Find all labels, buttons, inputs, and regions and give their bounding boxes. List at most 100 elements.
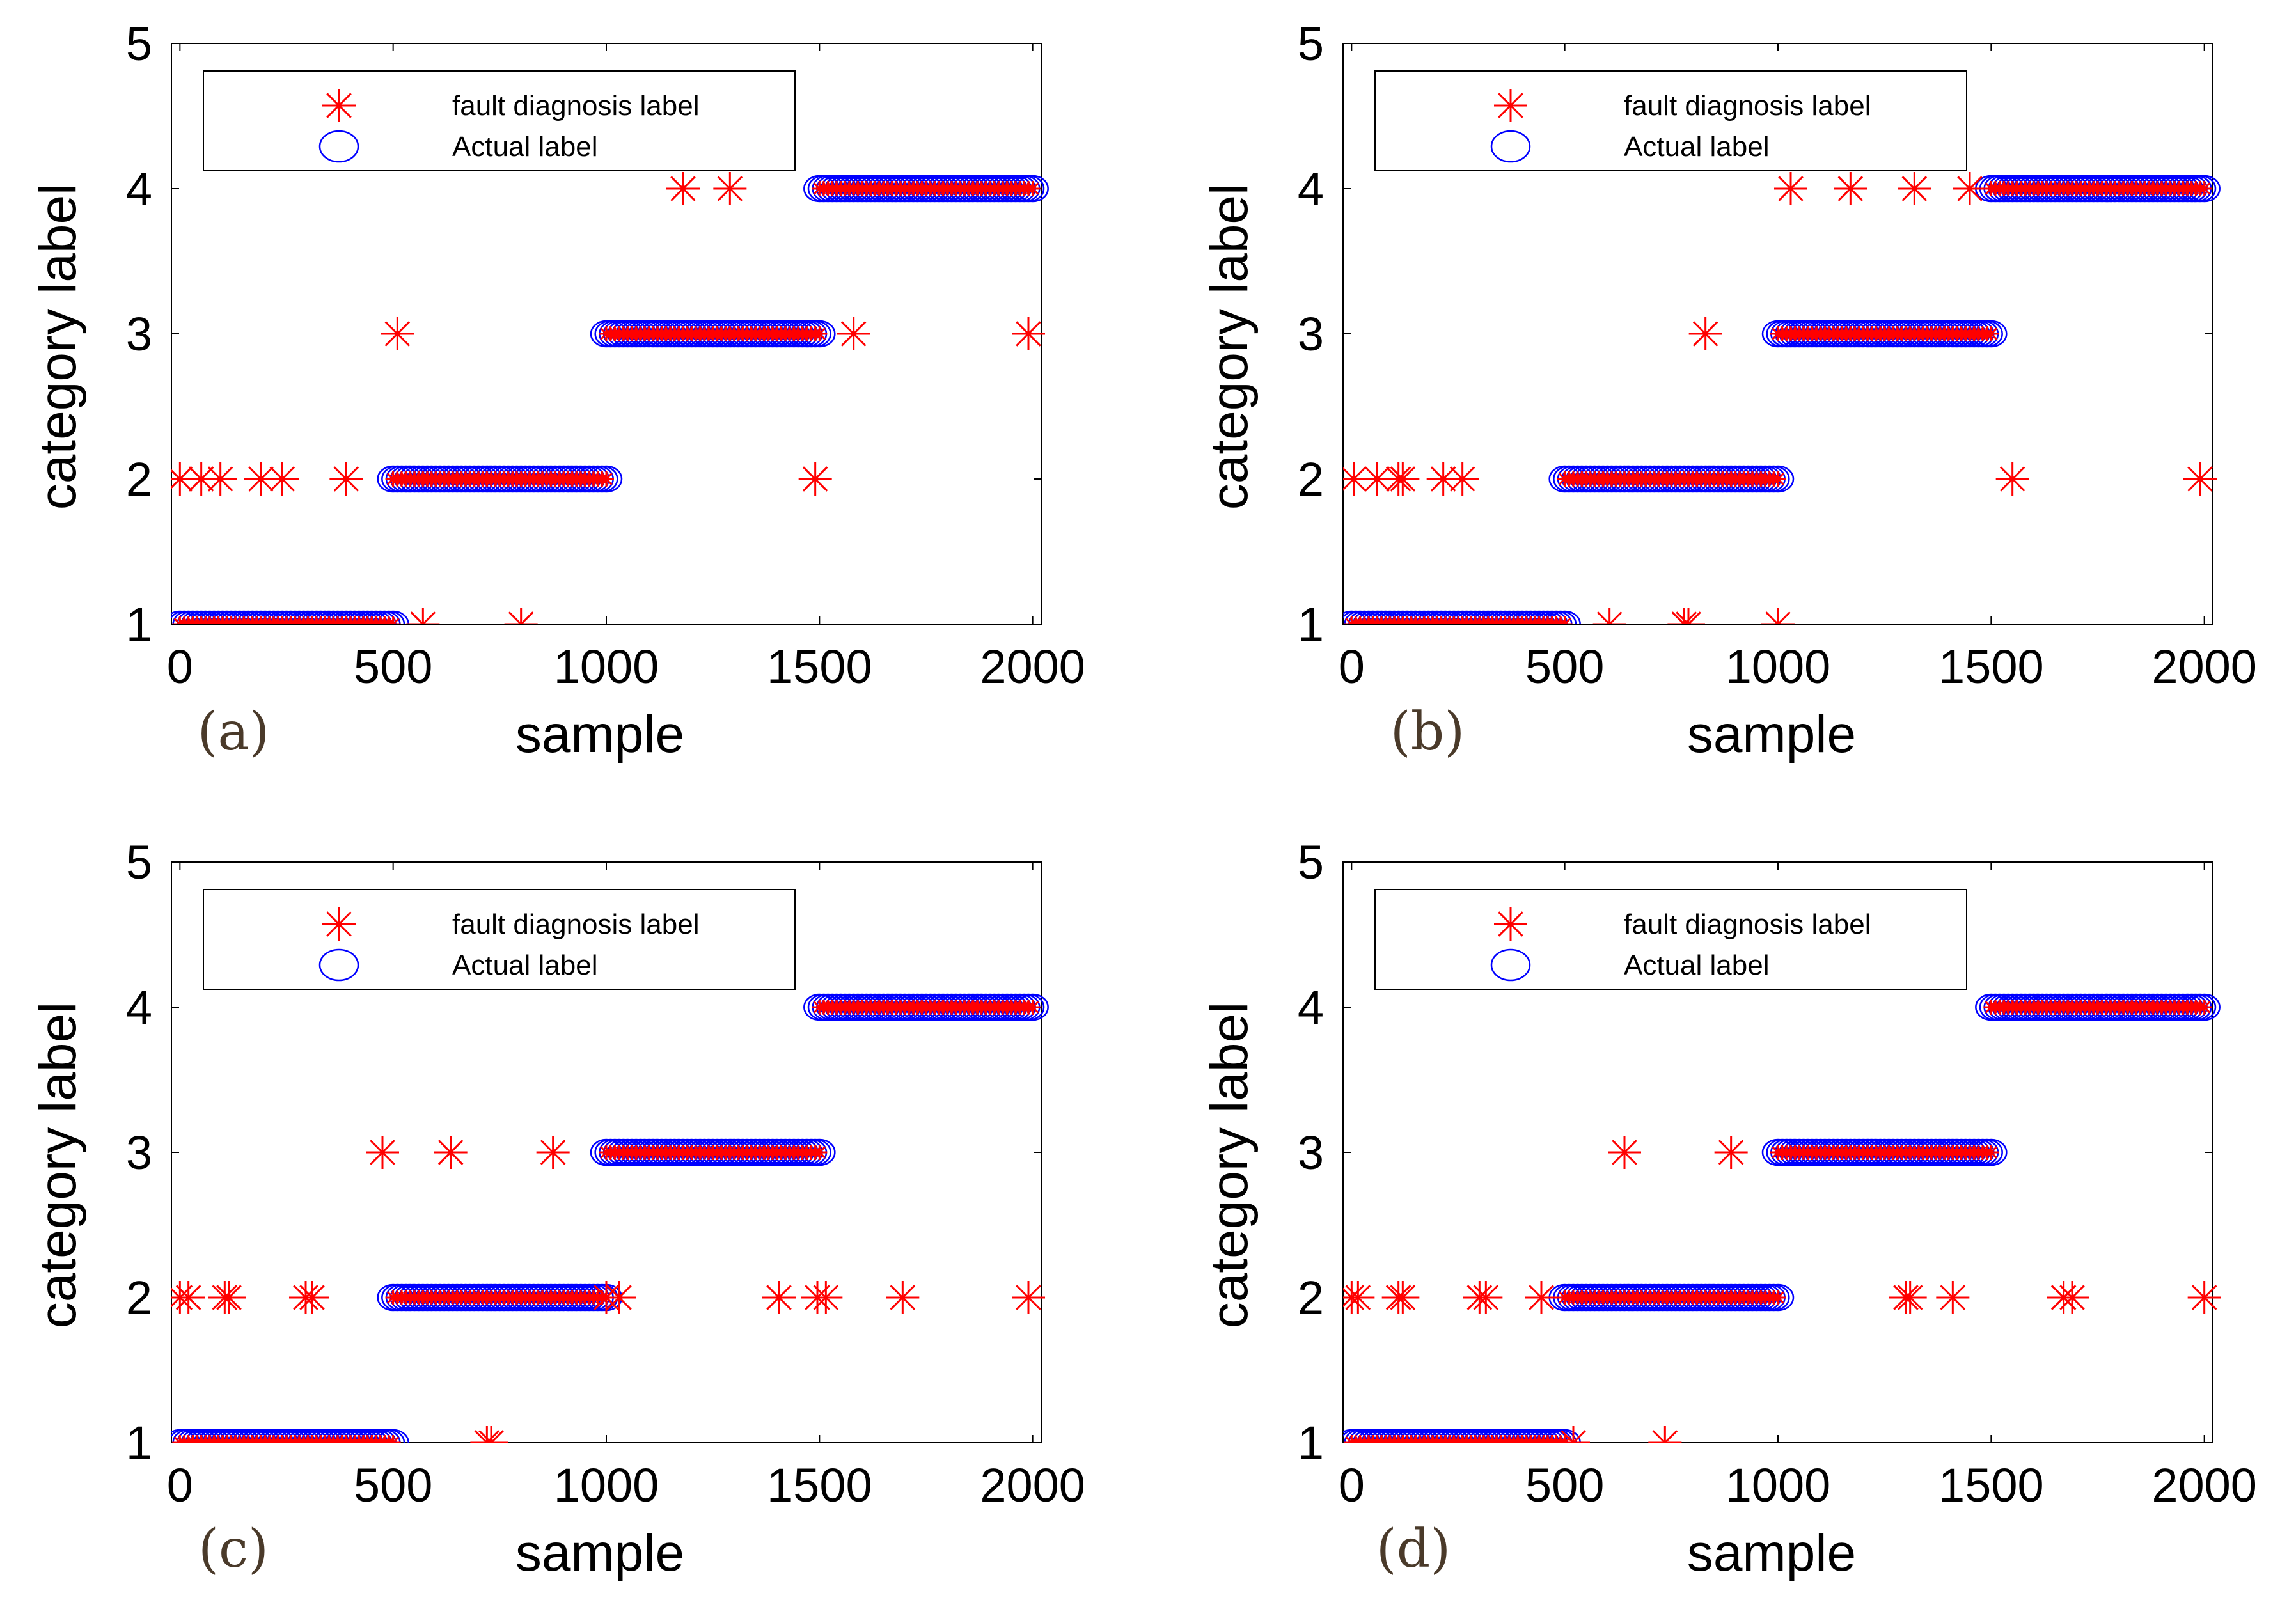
- actual-segment: [1343, 1429, 1581, 1443]
- diagnosis-segment: [1770, 1145, 1999, 1160]
- misclassified-marker: [1012, 1281, 1045, 1314]
- misclassified-marker: [171, 1281, 205, 1314]
- markers: [171, 172, 1049, 624]
- diagnosis-segment: [1983, 181, 2212, 196]
- x-tick-label: 1500: [1938, 640, 2044, 693]
- legend-box: [1374, 889, 1967, 990]
- misclassified-marker: [1386, 1281, 1420, 1314]
- misclassified-marker: [1774, 172, 1807, 205]
- legend-entry-actual: Actual label: [452, 950, 597, 981]
- misclassified-marker: [504, 608, 538, 624]
- legend-actual-marker: [318, 948, 359, 982]
- misclassified-markers: [1343, 172, 2217, 624]
- y-tick-label: 1: [126, 598, 152, 651]
- y-tick-label: 2: [126, 453, 152, 506]
- x-tick-label: 500: [354, 1459, 432, 1512]
- x-axis-label: sample: [515, 705, 684, 764]
- misclassified-marker: [1343, 1281, 1375, 1314]
- x-tick-label: 0: [167, 1459, 193, 1512]
- chart-panel-d: 0 500 1000 1500 2000 1 2 3 4 5 sample category labe…: [1200, 836, 2257, 1582]
- y-tick-label: 2: [1298, 1271, 1324, 1324]
- x-tick-label: 500: [354, 640, 432, 693]
- legend: fault diagnosis label Actual label: [1374, 889, 1967, 990]
- diagnosis-segment: [812, 181, 1041, 196]
- misclassified-marker: [1608, 1136, 1641, 1169]
- misclassified-marker: [212, 1281, 246, 1314]
- misclassified-marker: [1953, 172, 1986, 205]
- misclassified-marker: [602, 1281, 636, 1314]
- misclassified-marker: [809, 1281, 843, 1314]
- misclassified-marker: [475, 1426, 508, 1443]
- y-axis-label: category label: [1200, 184, 1259, 510]
- diagnosis-segment: [1983, 1000, 2212, 1015]
- legend-fault-marker: [1494, 907, 1527, 941]
- misclassified-marker: [1688, 317, 1722, 350]
- fault-diagnosis-marker: [2196, 181, 2212, 196]
- fault-diagnosis-marker: [1770, 471, 1786, 487]
- misclassified-marker: [381, 317, 414, 350]
- chart-panel-b: 0 500 1000 1500 2000 1 2 3 4 5 sample category labe…: [1200, 17, 2257, 764]
- misclassified-marker: [265, 462, 299, 496]
- x-tick-label: 0: [1339, 1459, 1365, 1512]
- actual-label-marker: [377, 610, 409, 624]
- x-tick-label: 0: [1339, 640, 1365, 693]
- y-tick-label: 4: [126, 162, 152, 216]
- actual-segment: [171, 1429, 409, 1443]
- y-tick-label: 2: [1298, 453, 1324, 506]
- x-tick-label: 2000: [2151, 1459, 2257, 1512]
- x-tick-label: 500: [1525, 640, 1604, 693]
- legend-box: [203, 889, 796, 990]
- fault-diagnosis-marker: [1557, 616, 1573, 624]
- x-tick-label: 1000: [1726, 1459, 1831, 1512]
- fault-diagnosis-marker: [385, 1435, 401, 1443]
- legend-fault-marker: [322, 89, 356, 122]
- diagnosis-segment: [599, 1145, 828, 1160]
- legend: fault diagnosis label Actual label: [203, 70, 796, 171]
- misclassified-marker: [434, 1136, 468, 1169]
- misclassified-marker: [536, 1136, 570, 1169]
- x-tick-label: 1000: [554, 1459, 659, 1512]
- fault-diagnosis-marker: [385, 616, 401, 624]
- x-tick-label: 1500: [1938, 1459, 2044, 1512]
- misclassified-marker: [1936, 1281, 1970, 1314]
- actual-label-marker: [1548, 1429, 1581, 1443]
- misclassified-marker: [1893, 1281, 1927, 1314]
- panel-label: (b): [1390, 702, 1465, 762]
- markers: [1343, 993, 2221, 1443]
- diagnosis-segment: [1770, 326, 1999, 341]
- actual-segment: [171, 610, 409, 624]
- y-tick-label: 3: [1298, 1126, 1324, 1179]
- legend-entry-fault: fault diagnosis label: [1624, 909, 1871, 940]
- misclassified-marker: [713, 172, 747, 205]
- misclassified-marker: [1469, 1281, 1503, 1314]
- x-axis-label: sample: [515, 1524, 684, 1582]
- y-tick-label: 5: [1298, 17, 1324, 70]
- legend-entry-actual: Actual label: [1624, 950, 1769, 981]
- y-axis-label: category label: [29, 1002, 87, 1329]
- misclassified-marker: [837, 317, 870, 350]
- misclassified-marker: [329, 462, 363, 496]
- diagnosis-segment: [385, 471, 614, 487]
- misclassified-marker: [1834, 172, 1867, 205]
- misclassified-marker: [2183, 462, 2217, 496]
- y-tick-label: 3: [126, 1126, 152, 1179]
- misclassified-marker: [1672, 608, 1705, 624]
- misclassified-marker: [1445, 462, 1479, 496]
- y-tick-label: 1: [126, 1416, 152, 1470]
- legend-fault-marker: [322, 907, 356, 941]
- diagnosis-segment: [1557, 1290, 1786, 1305]
- misclassified-marker: [470, 1426, 504, 1443]
- misclassified-markers: [171, 172, 1045, 624]
- legend-box: [203, 70, 796, 171]
- actual-segment: [1343, 610, 1581, 624]
- misclassified-marker: [1995, 462, 2029, 496]
- x-tick-label: 1000: [554, 640, 659, 693]
- misclassified-marker: [2187, 1281, 2221, 1314]
- diagnosis-segment: [385, 1290, 614, 1305]
- y-tick-label: 4: [1298, 162, 1324, 216]
- diagnosis-segment: [172, 1435, 401, 1443]
- actual-label-marker: [377, 1429, 409, 1443]
- x-axis-label: sample: [1687, 705, 1856, 764]
- diagnosis-segment: [172, 616, 401, 624]
